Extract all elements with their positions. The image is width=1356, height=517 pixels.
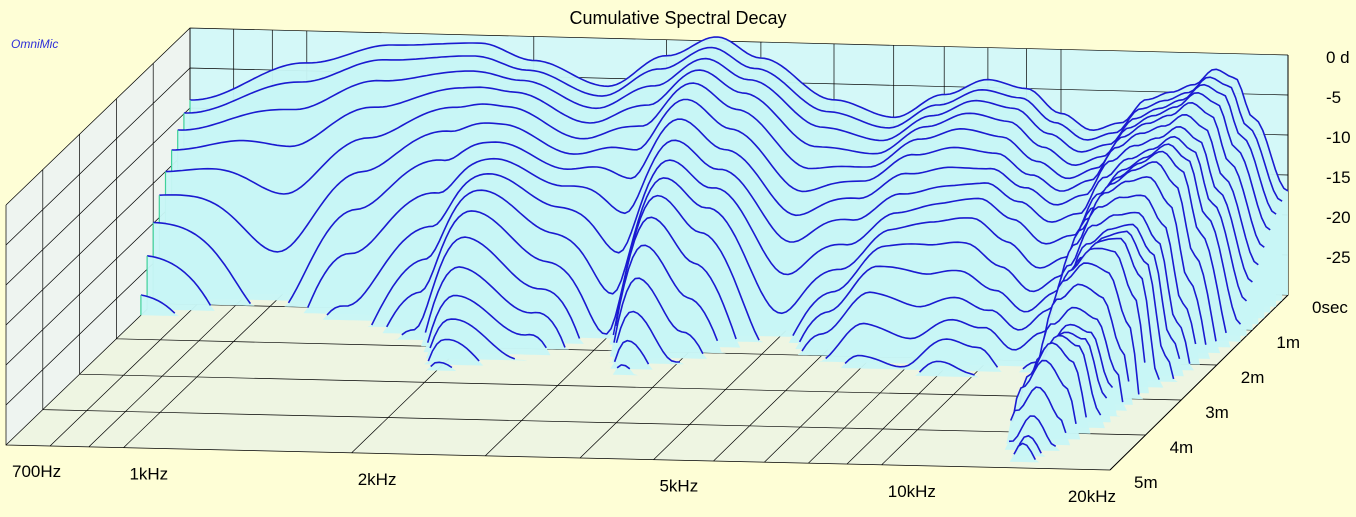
y-tick-label: -25 — [1326, 248, 1351, 267]
brand-label: OmniMic — [11, 37, 58, 51]
slice-curve — [1013, 442, 1037, 460]
x-tick-label: 700Hz — [12, 462, 61, 481]
chart-title: Cumulative Spectral Decay — [569, 8, 786, 28]
slice-curve — [190, 36, 1289, 192]
slice-curve — [146, 135, 1248, 309]
slice-curve — [429, 223, 1181, 370]
decay-slices — [12, 36, 1289, 465]
x-tick-label: 10kHz — [888, 482, 936, 501]
slice-curve — [165, 82, 1265, 248]
z-tick-label: 5m — [1134, 473, 1158, 492]
slice-curve — [1024, 306, 1124, 407]
slice-surface — [110, 212, 1211, 371]
y-tick-label: -20 — [1326, 208, 1351, 227]
slice-curve — [140, 143, 1242, 325]
slice-curve — [183, 46, 1283, 202]
y-tick-label: -15 — [1326, 168, 1351, 187]
slice-curve — [159, 98, 1259, 266]
grid-freq-floor — [123, 270, 308, 448]
slice-curve — [1008, 415, 1057, 447]
slice-curve — [424, 194, 1197, 352]
z-tick-label: 1m — [1276, 333, 1300, 352]
slice-curve — [1017, 342, 1087, 418]
z-tick-label: 4m — [1170, 438, 1194, 457]
slice-curve — [401, 176, 1207, 345]
slice-curve — [386, 161, 1217, 342]
z-tick-label: 3m — [1205, 403, 1229, 422]
slice-curve — [426, 211, 1191, 364]
slice-curve — [1015, 435, 1042, 454]
y-tick-label: 0 d — [1326, 48, 1350, 67]
axis-labels: 700Hz 1kHz 2kHz 5kHz 10kHz 20kHz 0 d -5 -10 -15 -2… — [12, 48, 1351, 506]
z-tick-label: 2m — [1241, 368, 1265, 387]
y-tick-label: -5 — [1326, 88, 1341, 107]
y-tick-label: -10 — [1326, 128, 1351, 147]
x-tick-label: 2kHz — [358, 470, 397, 489]
x-tick-label: 20kHz — [1068, 487, 1116, 506]
slice-curve — [177, 57, 1277, 215]
slice-curve — [1011, 359, 1077, 425]
x-tick-label: 5kHz — [659, 477, 698, 496]
grid-time — [5, 205, 1111, 471]
z-tick-label: 0sec — [1312, 298, 1348, 317]
slice-curve — [153, 118, 1253, 305]
slice-curve — [1009, 386, 1067, 434]
slice-surface — [18, 433, 1122, 459]
slice-curve — [171, 69, 1271, 231]
slice-curve — [427, 230, 1175, 380]
x-tick-label: 1kHz — [129, 465, 168, 484]
